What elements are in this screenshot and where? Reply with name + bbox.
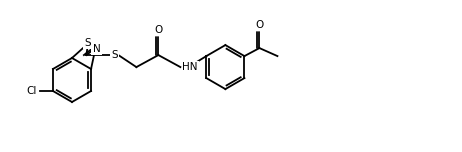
Text: N: N [93, 44, 100, 54]
Text: S: S [85, 38, 91, 48]
Text: O: O [255, 20, 263, 30]
Text: O: O [154, 25, 163, 35]
Text: Cl: Cl [27, 86, 37, 96]
Text: HN: HN [182, 62, 198, 72]
Text: S: S [111, 50, 118, 60]
